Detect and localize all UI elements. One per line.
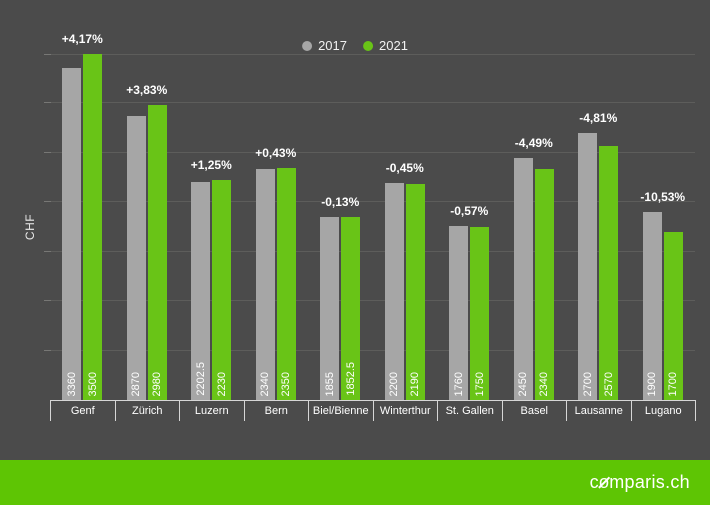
bar-2017-lugano: 1900 (642, 212, 662, 400)
bar-value-label: 2202.5 (194, 362, 207, 396)
bar-value-label: 2200 (388, 371, 401, 396)
axis-tick (44, 54, 51, 55)
category-label-genf: Genf (50, 401, 115, 421)
plot-area: 3360 3500 +4,17% 2870 2980 +3,83% 2202.5 2230 +1… (44, 32, 695, 400)
gridline (44, 300, 695, 302)
category-label-lugano: Lugano (630, 401, 696, 421)
bar-value-label: 1900 (646, 371, 659, 396)
bar-2021-genf: 3500 (83, 54, 103, 400)
bar-2021-biel-bienne: 1852.5 (341, 216, 361, 400)
bar-2017-genf: 3360 (62, 67, 82, 400)
bar-value-label: 2230 (215, 371, 228, 396)
gridline (44, 250, 695, 252)
legend-item-2021: 2021 (363, 38, 408, 53)
category-label-basel: Basel (501, 401, 567, 421)
gridline (44, 349, 695, 351)
gridline (44, 201, 695, 203)
bar-value-label: 2450 (517, 371, 530, 396)
bar-value-label: 1700 (667, 371, 680, 396)
change-label: -0,13% (321, 194, 360, 209)
category-label-biel-bienne: Biel/Bienne (308, 401, 373, 421)
comparis-logo: comparis.ch (590, 472, 690, 493)
bar-2021-basel: 2340 (534, 168, 554, 400)
change-label: +3,83% (126, 83, 168, 98)
axis-tick (44, 349, 51, 351)
legend-dot-2021-icon (363, 40, 373, 51)
bar-value-label: 2980 (151, 371, 164, 396)
logo-o-icon: o (598, 472, 610, 492)
logo-text-prefix: c (589, 472, 599, 492)
bar-value-label: 1760 (452, 371, 465, 396)
axis-tick (44, 201, 51, 203)
bar-2021-winterthur: 2190 (405, 183, 425, 400)
bar-value-label: 1852.5 (344, 362, 357, 396)
bar-value-label: 2340 (538, 371, 551, 396)
bar-value-label: 1750 (473, 371, 486, 396)
bar-2021-lugano: 1700 (663, 231, 683, 400)
y-axis-label: CHF (23, 213, 37, 241)
change-label: -4,49% (514, 135, 553, 150)
change-label: +0,43% (255, 145, 297, 160)
bar-2017-st-gallen: 1760 (449, 226, 469, 400)
gridline (44, 151, 695, 153)
axis-tick (44, 300, 51, 302)
category-label-lausanne: Lausanne (566, 401, 631, 421)
bar-value-label: 2570 (602, 371, 615, 396)
legend-label-2017: 2017 (318, 38, 347, 53)
legend-dot-2017-icon (302, 40, 313, 51)
bar-value-label: 2340 (259, 371, 272, 396)
bar-2017-luzern: 2202.5 (191, 182, 211, 400)
bar-value-label: 2190 (409, 371, 422, 396)
axis-tick (44, 102, 51, 104)
logo-text-suffix: mparis.ch (609, 472, 690, 492)
change-label: +4,17% (61, 32, 103, 46)
bar-2017-z-rich: 2870 (126, 116, 146, 400)
bar-value-label: 3500 (86, 371, 99, 396)
bar-2021-st-gallen: 1750 (470, 227, 490, 400)
bar-2021-z-rich: 2980 (147, 105, 167, 400)
x-axis: Genf Zürich Luzern Bern Biel/Bienne Winterthu… (50, 400, 696, 421)
legend-label-2021: 2021 (379, 38, 408, 53)
bar-2017-basel: 2450 (513, 157, 533, 400)
bar-2017-biel-bienne: 1855 (320, 216, 340, 400)
bar-2021-luzern: 2230 (212, 179, 232, 400)
category-label-st-gallen: St. Gallen (437, 401, 502, 421)
change-label: -10,53% (640, 190, 686, 205)
bar-value-label: 1855 (323, 371, 336, 396)
change-label: -0,57% (450, 204, 489, 219)
gridline (44, 102, 695, 104)
bar-2017-winterthur: 2200 (384, 182, 404, 400)
legend-item-2017: 2017 (302, 38, 347, 53)
bar-value-label: 2870 (130, 371, 143, 396)
change-label: +1,25% (190, 157, 232, 172)
axis-tick (44, 151, 51, 153)
gridline (44, 54, 695, 55)
bar-2017-bern: 2340 (255, 168, 275, 400)
bar-2017-lausanne: 2700 (578, 133, 598, 400)
category-label-luzern: Luzern (179, 401, 244, 421)
change-label: -0,45% (385, 160, 424, 175)
bar-value-label: 2700 (581, 371, 594, 396)
category-label-bern: Bern (243, 401, 309, 421)
bar-2021-bern: 2350 (276, 167, 296, 400)
axis-tick (44, 250, 51, 252)
bar-value-label: 3360 (65, 371, 78, 396)
bar-value-label: 2350 (280, 371, 293, 396)
category-label-z-rich: Zürich (114, 401, 180, 421)
category-label-winterthur: Winterthur (372, 401, 438, 421)
change-label: -4,81% (579, 111, 618, 126)
footer-bar: comparis.ch (0, 460, 710, 505)
legend: 2017 2021 (302, 38, 408, 53)
bar-2021-lausanne: 2570 (599, 145, 619, 400)
